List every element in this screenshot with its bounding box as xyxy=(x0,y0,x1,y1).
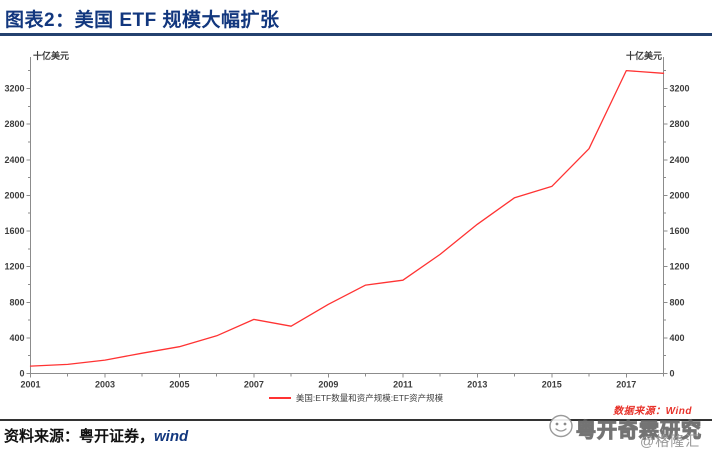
y-axis-tick-label-left: 400 xyxy=(9,333,24,343)
y-axis-unit-left: 十亿美元 xyxy=(33,51,70,61)
y-axis-tick-label-right: 2800 xyxy=(670,119,690,129)
y-axis-tick-label-right: 2400 xyxy=(670,155,690,165)
chart-legend: 美国:ETF数量和资产规模:ETF资产规模 xyxy=(0,391,712,404)
watermark-data-source: 数据来源：Wind xyxy=(613,406,692,417)
x-axis-tick-label: 2007 xyxy=(244,380,264,390)
x-axis-tick-label: 2017 xyxy=(616,380,636,390)
source-note: 资料来源：粤开证券，wind xyxy=(4,425,188,446)
y-axis-tick-label-left: 2000 xyxy=(4,190,24,200)
y-axis-tick-label-right: 0 xyxy=(670,369,675,379)
etf-series-line xyxy=(29,69,665,367)
y-axis-tick-label-right: 1200 xyxy=(670,262,690,272)
x-axis-tick-label: 2011 xyxy=(393,380,413,390)
legend-series-label: 美国:ETF数量和资产规模:ETF资产规模 xyxy=(295,392,444,403)
legend-line-swatch xyxy=(268,396,291,399)
x-axis-tick-label: 2013 xyxy=(467,380,487,390)
source-note-wind: wind xyxy=(154,428,189,445)
etf-line-chart: 0 0 400 400 800 800 1200 1200 1600 1600 2000 2000 24… xyxy=(4,57,690,390)
y-axis-tick-label-right: 800 xyxy=(670,297,685,307)
y-axis-unit-right: 十亿美元 xyxy=(625,51,662,61)
x-axis-tick-label: 2003 xyxy=(95,380,115,390)
smiley-doodle-icon xyxy=(549,414,573,438)
x-axis-tick-label: 2009 xyxy=(318,380,338,390)
y-axis-tick-label-right: 2000 xyxy=(670,190,690,200)
x-axis-tick-label: 2001 xyxy=(20,380,40,390)
watermark-brand: 粤开奇霖研究 xyxy=(575,419,702,442)
y-axis-tick-label-left: 800 xyxy=(9,297,24,307)
page-title: 图表2：美国 ETF 规模大幅扩张 xyxy=(5,10,280,31)
source-note-text: 资料来源：粤开证券， xyxy=(4,428,155,445)
y-axis-tick-label-left: 1200 xyxy=(4,262,24,272)
title-divider xyxy=(0,33,712,36)
footer-divider xyxy=(0,419,712,421)
x-axis-tick-label: 2005 xyxy=(169,380,189,390)
watermark-platform: @格隆汇 xyxy=(640,433,701,449)
y-axis-tick-label-left: 3200 xyxy=(4,84,24,94)
y-axis-tick-label-left: 2800 xyxy=(4,119,24,129)
y-axis-tick-label-left: 1600 xyxy=(4,226,24,236)
y-axis-tick-label-right: 400 xyxy=(670,333,685,343)
y-axis-tick-label-right: 3200 xyxy=(670,84,690,94)
x-axis-tick-label: 2015 xyxy=(542,380,562,390)
y-axis-tick-label-left: 0 xyxy=(19,369,24,379)
y-axis-tick-label-right: 1600 xyxy=(670,226,690,236)
y-axis-tick-label-left: 2400 xyxy=(4,155,24,165)
